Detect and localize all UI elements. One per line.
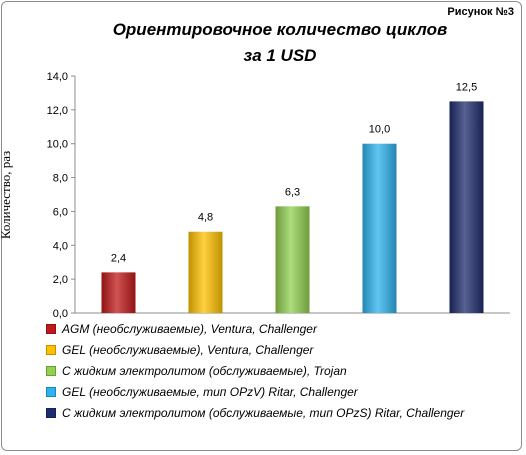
data-label-4: 10,0 [369,124,390,136]
bar-4 [362,143,397,313]
data-label-2: 4,8 [198,212,213,224]
y-tick-label: 14,0 [47,71,68,83]
bar-2 [188,231,223,313]
chart-title-line-2: за 1 USD [243,46,317,65]
legend-label: С жидким электролитом (обслуживаемые, ти… [62,405,465,420]
bar-3 [275,206,310,313]
legend-swatch [46,323,56,334]
legend-label: С жидким электролитом (обслуживаемые), T… [62,363,347,378]
legend-swatch [46,365,56,376]
chart-legend: AGM (необслуживаемые), Ventura, Challeng… [46,318,516,423]
legend-item-3: С жидким электролитом (обслуживаемые), T… [46,360,516,381]
y-tick-label: 10,0 [47,139,68,151]
bar-1 [101,272,136,313]
chart-frame [1,1,522,451]
y-tick-label: 8,0 [53,173,68,185]
legend-item-5: С жидким электролитом (обслуживаемые, ти… [46,402,516,423]
legend-swatch [46,407,56,418]
legend-label: GEL (необслуживаемые), Ventura, Challeng… [62,342,314,357]
chart-title-line-1: Ориентировочное количество циклов [112,20,448,39]
data-label-3: 6,3 [285,186,300,198]
figure-label: Рисунок №3 [447,6,514,18]
y-tick-label: 0,0 [53,308,68,320]
legend-label: GEL (необслуживаемые, тип OPzV) Ritar, C… [62,384,358,399]
data-label-5: 12,5 [456,81,477,93]
data-label-1: 2,4 [111,252,126,264]
legend-item-1: AGM (необслуживаемые), Ventura, Challeng… [46,318,516,339]
legend-label: AGM (необслуживаемые), Ventura, Challeng… [62,321,317,336]
legend-item-2: GEL (необслуживаемые), Ventura, Challeng… [46,339,516,360]
y-tick-label: 12,0 [47,105,68,117]
bar-5 [449,101,484,314]
legend-swatch [46,386,56,397]
legend-item-4: GEL (необслуживаемые, тип OPzV) Ritar, C… [46,381,516,402]
legend-swatch [46,344,56,355]
y-tick-label: 2,0 [53,274,68,286]
y-tick-label: 6,0 [53,206,68,218]
y-tick-label: 4,0 [53,240,68,252]
